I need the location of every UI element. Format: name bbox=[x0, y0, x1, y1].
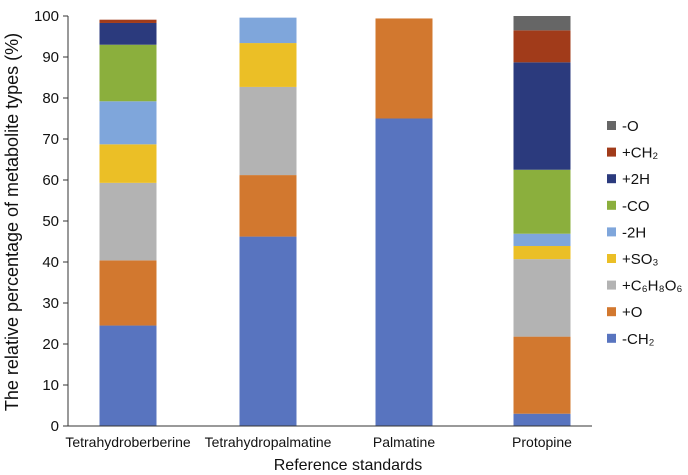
legend-swatch bbox=[607, 121, 616, 130]
bar-segment bbox=[99, 19, 157, 23]
x-tick-label: Tetrahydropalmatine bbox=[205, 434, 332, 450]
bar-segment bbox=[99, 22, 157, 45]
legend-label: -CO bbox=[622, 198, 650, 215]
legend-swatch bbox=[607, 307, 616, 317]
legend-swatch bbox=[607, 254, 616, 263]
y-tick-label: 40 bbox=[42, 254, 59, 271]
bar-segment bbox=[239, 236, 297, 426]
legend-swatch bbox=[607, 333, 616, 343]
legend-label: +CH₂ bbox=[622, 145, 658, 162]
bar-segment bbox=[513, 336, 571, 414]
legend-label: -CH₂ bbox=[622, 331, 655, 348]
legend-label: -2H bbox=[622, 224, 646, 241]
legend-swatch bbox=[607, 174, 616, 184]
x-tick-label: Tetrahydroberberine bbox=[65, 434, 191, 450]
legend-swatch bbox=[607, 147, 616, 157]
legend-label: +SO₃ bbox=[622, 251, 659, 268]
bar-segment bbox=[99, 44, 157, 102]
bar-segment bbox=[375, 18, 433, 119]
bar-segment bbox=[513, 246, 571, 260]
x-ticks-group: Tetrahydroberberine Tetrahydropalmatine Pa… bbox=[65, 434, 572, 450]
bar-segment bbox=[99, 182, 157, 261]
legend-label: +C₆H₈O₆ bbox=[622, 278, 682, 295]
y-ticks-group: 0 10 20 30 40 50 60 70 80 90 100 bbox=[34, 8, 68, 435]
bar-segment bbox=[239, 17, 297, 44]
bar-segment bbox=[513, 30, 571, 63]
bar-segment bbox=[513, 259, 571, 337]
y-tick-label: 50 bbox=[42, 213, 59, 230]
y-tick-label: 80 bbox=[42, 90, 59, 107]
y-tick-label: 10 bbox=[42, 377, 59, 394]
bar-segment bbox=[99, 260, 157, 326]
bar-segment bbox=[239, 86, 297, 176]
bar-segment bbox=[375, 118, 433, 426]
bar-segment bbox=[513, 413, 571, 426]
bar-segment bbox=[513, 169, 571, 234]
legend-label: +O bbox=[622, 304, 642, 321]
legend-label: -O bbox=[622, 118, 639, 135]
bar-segment bbox=[513, 16, 571, 31]
bar-segment bbox=[239, 43, 297, 87]
x-tick-label: Protopine bbox=[512, 434, 572, 450]
bar-segment bbox=[513, 233, 571, 247]
bars-group bbox=[99, 16, 571, 426]
y-tick-label: 90 bbox=[42, 49, 59, 66]
y-tick-label: 30 bbox=[42, 295, 59, 312]
bar-segment bbox=[99, 144, 157, 183]
legend-swatch bbox=[607, 200, 616, 210]
y-tick-label: 0 bbox=[51, 418, 59, 435]
legend-swatch bbox=[607, 280, 616, 290]
bar-segment bbox=[99, 101, 157, 145]
bar-segment bbox=[239, 175, 297, 237]
x-tick-label: Palmatine bbox=[373, 434, 435, 450]
x-axis-label: Reference standards bbox=[274, 457, 423, 474]
y-tick-label: 100 bbox=[34, 8, 59, 25]
y-tick-label: 60 bbox=[42, 172, 59, 189]
legend: -O +CH₂ +2H -CO -2H +SO₃ +C₆H₈O₆ +O -CH₂ bbox=[607, 118, 682, 348]
bar-segment bbox=[513, 62, 571, 170]
legend-swatch bbox=[607, 227, 616, 237]
y-tick-label: 70 bbox=[42, 131, 59, 148]
bar-segment bbox=[99, 325, 157, 426]
y-tick-label: 20 bbox=[42, 336, 59, 353]
legend-label: +2H bbox=[622, 171, 650, 188]
y-axis-label: The relative percentage of metabolite ty… bbox=[2, 33, 22, 411]
